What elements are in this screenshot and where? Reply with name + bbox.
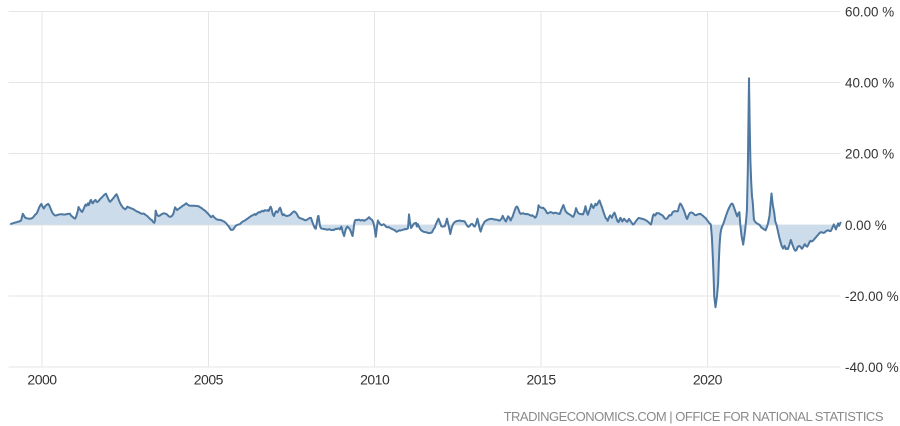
- svg-text:TRADINGECONOMICS.COM | OFFICE: TRADINGECONOMICS.COM | OFFICE FOR NATION…: [504, 409, 884, 424]
- svg-text:2020: 2020: [693, 372, 723, 388]
- svg-text:2015: 2015: [526, 372, 556, 388]
- svg-text:2000: 2000: [27, 372, 57, 388]
- svg-text:-20.00 %: -20.00 %: [845, 289, 899, 304]
- svg-text:60.00 %: 60.00 %: [845, 5, 894, 20]
- svg-text:0.00 %: 0.00 %: [845, 218, 887, 233]
- svg-text:2005: 2005: [194, 372, 224, 388]
- svg-text:2010: 2010: [360, 372, 390, 388]
- svg-text:20.00 %: 20.00 %: [845, 147, 894, 162]
- svg-text:-40.00 %: -40.00 %: [845, 360, 899, 375]
- svg-text:40.00 %: 40.00 %: [845, 76, 894, 91]
